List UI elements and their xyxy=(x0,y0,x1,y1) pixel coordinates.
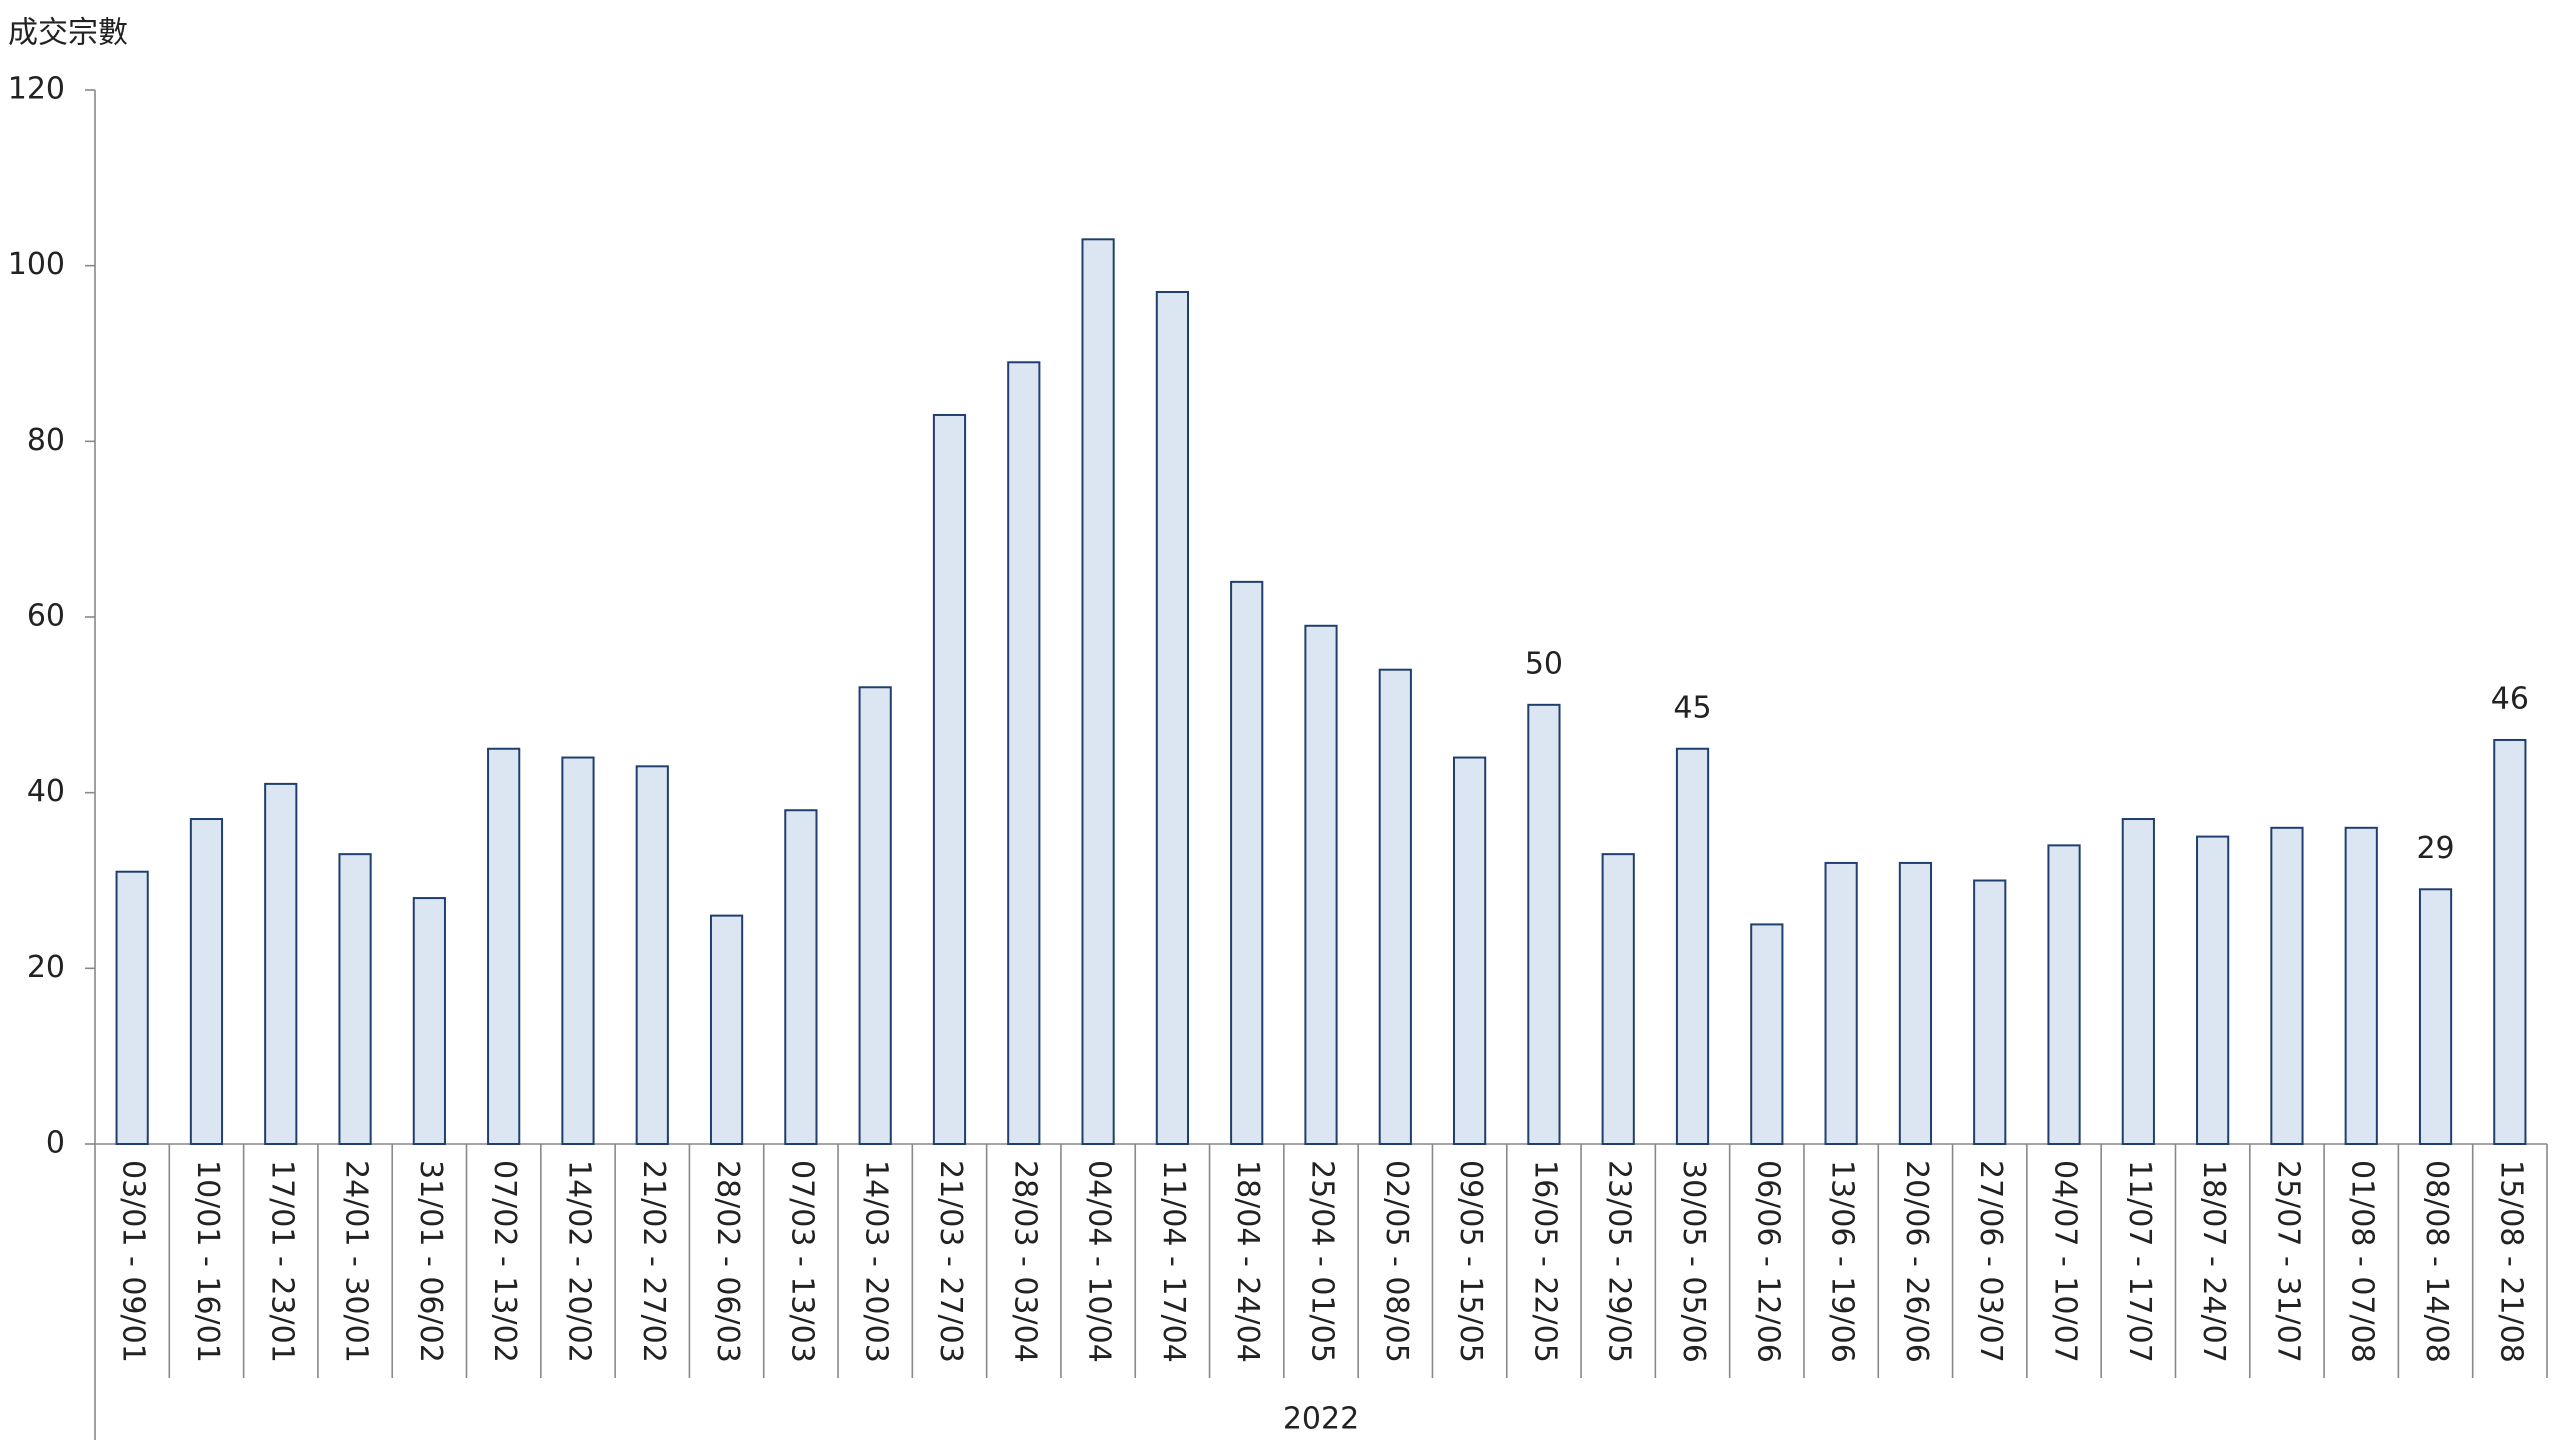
x-tick-label: 07/02 - 13/02 xyxy=(487,1160,522,1363)
x-tick-label: 14/02 - 20/02 xyxy=(561,1160,596,1363)
bar xyxy=(2121,818,2155,1145)
data-label: 29 xyxy=(2416,831,2454,866)
bar xyxy=(1378,668,1412,1145)
x-tick-label: 28/02 - 06/03 xyxy=(710,1160,745,1363)
y-tick-label: 20 xyxy=(27,950,65,985)
x-tick-label: 28/03 - 03/04 xyxy=(1007,1160,1042,1363)
x-tick-label: 07/03 - 13/03 xyxy=(784,1160,819,1363)
x-tick-label: 04/04 - 10/04 xyxy=(1082,1160,1117,1363)
x-tick-label: 23/05 - 29/05 xyxy=(1602,1160,1637,1363)
bar xyxy=(412,897,446,1145)
x-tick-label: 24/01 - 30/01 xyxy=(339,1160,374,1363)
x-tick-label: 25/07 - 31/07 xyxy=(2270,1160,2305,1363)
x-tick-label: 13/06 - 19/06 xyxy=(1825,1160,1860,1363)
x-tick-label: 30/05 - 05/06 xyxy=(1676,1160,1711,1363)
bar xyxy=(709,914,744,1146)
x-tick-label: 02/05 - 08/05 xyxy=(1379,1160,1414,1363)
y-tick-label: 120 xyxy=(8,72,65,107)
bar xyxy=(1750,923,1784,1146)
x-tick-label: 18/07 - 24/07 xyxy=(2196,1160,2231,1363)
bar xyxy=(2270,826,2304,1145)
x-tick-label: 04/07 - 10/07 xyxy=(2048,1160,2083,1363)
y-tick-label: 100 xyxy=(8,247,65,282)
bar xyxy=(2344,826,2378,1145)
bar xyxy=(1898,861,1933,1146)
bar xyxy=(858,686,892,1145)
x-tick-label: 14/03 - 20/03 xyxy=(859,1160,894,1363)
x-tick-label: 03/01 - 09/01 xyxy=(116,1160,151,1363)
group-label: 2022 xyxy=(1283,1402,1359,1437)
x-tick-label: 31/01 - 06/02 xyxy=(413,1160,448,1363)
y-tick-label: 80 xyxy=(27,423,65,458)
data-label: 45 xyxy=(1673,690,1711,725)
bar xyxy=(1824,861,1858,1146)
bar xyxy=(338,853,372,1146)
x-tick-label: 18/04 - 24/04 xyxy=(1230,1160,1265,1363)
bar xyxy=(1007,361,1041,1145)
bar xyxy=(1973,879,2007,1145)
bar xyxy=(1230,580,1264,1145)
bar xyxy=(264,782,298,1146)
x-tick-label: 06/06 - 12/06 xyxy=(1750,1160,1785,1363)
bar xyxy=(115,870,149,1145)
y-tick-label: 0 xyxy=(46,1126,65,1161)
bar xyxy=(1081,238,1115,1146)
x-tick-label: 11/07 - 17/07 xyxy=(2122,1160,2157,1363)
bar xyxy=(1155,291,1189,1145)
x-tick-label: 16/05 - 22/05 xyxy=(1527,1160,1562,1363)
bar xyxy=(1304,624,1338,1145)
x-tick-label: 15/08 - 21/08 xyxy=(2493,1160,2528,1363)
bar xyxy=(189,818,224,1145)
x-tick-label: 01/08 - 07/08 xyxy=(2345,1160,2380,1363)
bar xyxy=(784,809,818,1145)
y-tick-label: 40 xyxy=(27,774,65,809)
bar xyxy=(1675,747,1710,1145)
y-tick-label: 60 xyxy=(27,599,65,634)
bar xyxy=(1601,853,1635,1146)
data-label: 46 xyxy=(2491,681,2529,716)
x-tick-label: 21/03 - 27/03 xyxy=(933,1160,968,1363)
y-axis-label: 成交宗數 xyxy=(8,16,128,51)
bar xyxy=(487,747,521,1145)
x-tick-label: 20/06 - 26/06 xyxy=(1899,1160,1934,1363)
bar xyxy=(2047,844,2081,1145)
bar xyxy=(2196,835,2230,1145)
x-tick-label: 25/04 - 01/05 xyxy=(1305,1160,1340,1363)
x-tick-label: 27/06 - 03/07 xyxy=(1973,1160,2008,1363)
x-tick-label: 11/04 - 17/04 xyxy=(1156,1160,1191,1363)
x-tick-label: 17/01 - 23/01 xyxy=(264,1160,299,1363)
bar xyxy=(932,413,967,1145)
data-label: 50 xyxy=(1525,646,1563,681)
bar xyxy=(561,756,595,1145)
x-tick-label: 21/02 - 27/02 xyxy=(636,1160,671,1363)
x-tick-label: 10/01 - 16/01 xyxy=(190,1160,225,1363)
x-tick-label: 09/05 - 15/05 xyxy=(1453,1160,1488,1363)
bar xyxy=(2493,738,2527,1145)
bar xyxy=(2418,888,2453,1145)
x-tick-label: 08/08 - 14/08 xyxy=(2419,1160,2454,1363)
bar xyxy=(1453,756,1487,1145)
bar xyxy=(635,765,669,1145)
bar xyxy=(1527,703,1561,1145)
